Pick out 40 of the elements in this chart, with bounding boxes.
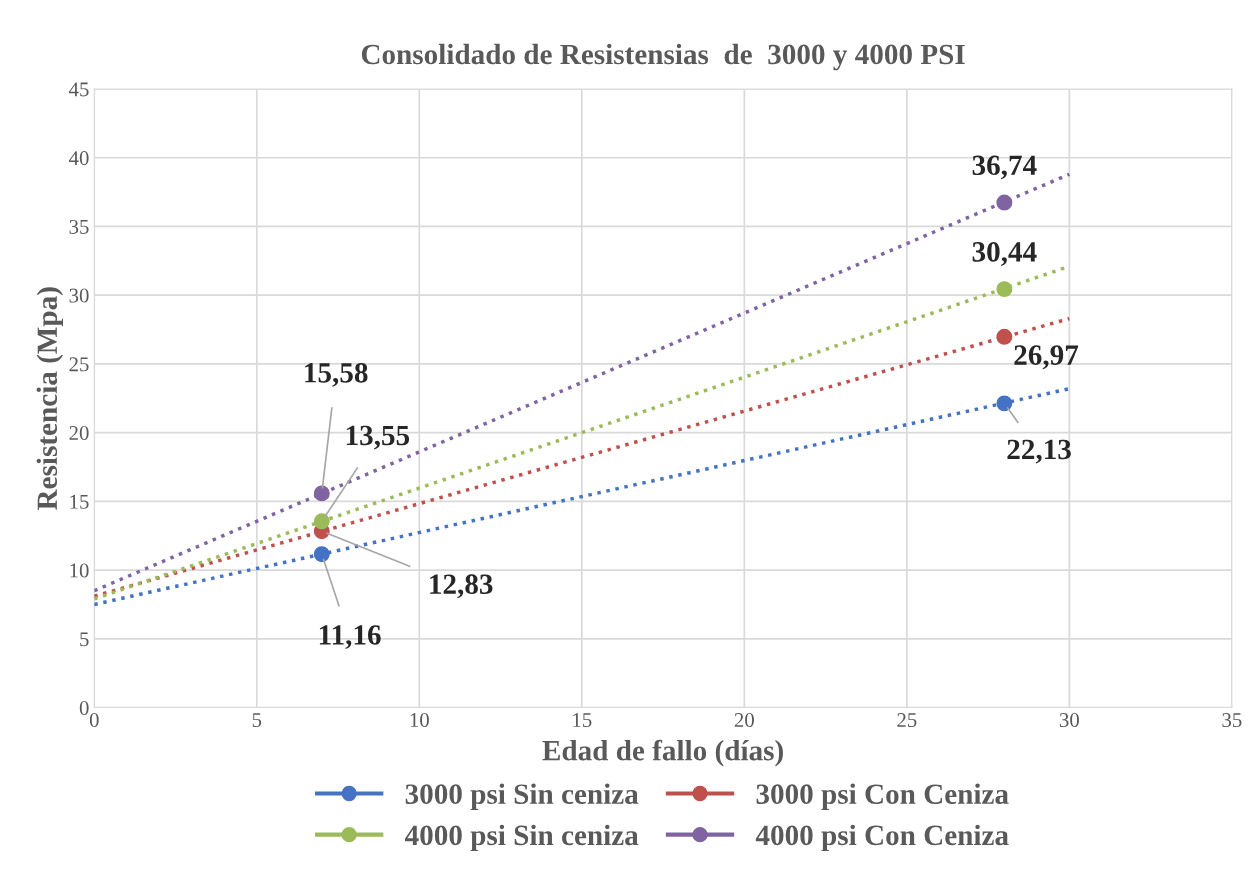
y-tick-label: 30 (69, 288, 89, 303)
point (996, 281, 1013, 298)
point (313, 546, 330, 563)
x-tick-label: 0 (89, 713, 99, 728)
point (996, 328, 1013, 345)
data-label: 22,13 (1007, 439, 1071, 464)
data-label: 12,83 (430, 574, 493, 599)
point (996, 395, 1013, 412)
x-tick-label: 35 (1222, 713, 1242, 728)
data-label: 13,55 (346, 425, 410, 450)
y-tick-label: 15 (70, 494, 89, 509)
x-tick-label: 25 (897, 713, 917, 728)
data-label: 36,74 (972, 155, 1037, 180)
legend-label: 4000 psi Sin ceniza (404, 824, 639, 852)
y-tick-label: 45 (68, 82, 89, 97)
x-tick-label: 20 (734, 713, 754, 728)
y-tick-label: 0 (79, 700, 89, 715)
point (313, 485, 330, 502)
legend-label: 4000 psi Con Ceniza (755, 824, 1009, 852)
chart-title: Consolidado de Resistensias de 3000 y 4000 PSI (361, 43, 965, 71)
x-tick-label: 5 (252, 713, 262, 728)
y-tick-label: 35 (69, 219, 89, 234)
point (996, 194, 1013, 211)
y-tick-label: 40 (68, 151, 89, 166)
x-tick-label: 10 (410, 713, 429, 728)
data-label: 15,58 (305, 362, 368, 387)
data-label: 30,44 (972, 242, 1037, 266)
y-axis-title: Resistencia (Mpa) (36, 287, 64, 510)
y-tick-label: 20 (69, 426, 89, 441)
y-tick-label: 10 (70, 563, 89, 578)
legend-label: 3000 psi Con Ceniza (756, 783, 1009, 810)
data-label: 11,16 (319, 625, 381, 650)
y-tick-label: 5 (80, 632, 89, 647)
x-tick-label: 15 (573, 713, 592, 728)
point (313, 513, 330, 530)
y-tick-label: 25 (69, 357, 89, 372)
legend-label: 3000 psi Sin ceniza (405, 783, 639, 810)
data-label: 26,97 (1014, 345, 1079, 370)
x-tick-label: 30 (1059, 713, 1079, 728)
x-axis-title: Edad de fallo (días) (542, 739, 783, 767)
